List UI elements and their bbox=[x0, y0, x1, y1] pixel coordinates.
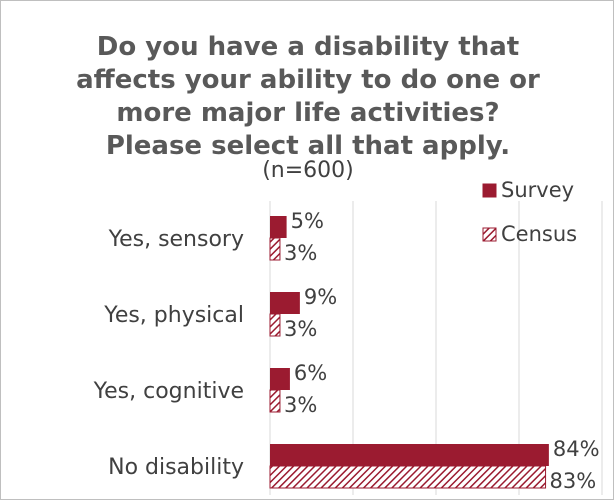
data-label-census: 83% bbox=[550, 469, 597, 493]
bar-survey bbox=[270, 368, 290, 390]
data-label-survey: 9% bbox=[304, 285, 337, 309]
legend-swatch-census bbox=[482, 227, 497, 242]
legend-swatch-survey bbox=[482, 183, 497, 198]
chart-title-line: affects your ability to do one or bbox=[76, 65, 540, 95]
data-label-survey: 6% bbox=[294, 361, 327, 385]
category-label: Yes, cognitive bbox=[93, 379, 244, 404]
bar-census bbox=[269, 313, 281, 337]
chart-title-line: Please select all that apply. bbox=[105, 131, 511, 161]
bar-survey bbox=[270, 216, 287, 238]
data-label-census: 3% bbox=[284, 317, 317, 341]
bar-census bbox=[269, 237, 281, 261]
legend-label-survey: Survey bbox=[501, 178, 574, 202]
legend-label-census: Census bbox=[501, 222, 577, 246]
data-label-census: 3% bbox=[284, 393, 317, 417]
bar-census bbox=[269, 389, 281, 413]
bar-census bbox=[269, 465, 547, 489]
category-label: Yes, sensory bbox=[108, 227, 244, 252]
chart-title-line: more major life activities? bbox=[116, 98, 500, 128]
data-label-survey: 5% bbox=[291, 209, 324, 233]
data-label-survey: 84% bbox=[553, 437, 600, 461]
category-label: Yes, physical bbox=[103, 303, 244, 328]
chart-title-line: Do you have a disability that bbox=[96, 32, 520, 62]
category-label: No disability bbox=[108, 455, 244, 480]
bar-survey bbox=[270, 444, 549, 466]
chart-title: Do you have a disability that affects you… bbox=[1, 31, 613, 163]
data-label-census: 3% bbox=[284, 241, 317, 265]
chart-subtitle: (n=600) bbox=[262, 158, 354, 183]
bar-survey bbox=[270, 292, 300, 314]
